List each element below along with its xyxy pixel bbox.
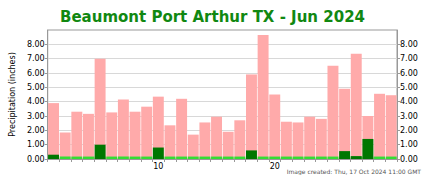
- svg-text:0.00: 0.00: [27, 155, 45, 164]
- svg-text:3.00: 3.00: [400, 112, 418, 121]
- svg-text:5.00: 5.00: [27, 83, 45, 92]
- svg-text:10: 10: [153, 162, 163, 171]
- svg-text:1.00: 1.00: [27, 140, 45, 149]
- svg-text:7.00: 7.00: [27, 54, 45, 63]
- svg-text:4.00: 4.00: [27, 97, 45, 106]
- svg-text:6.00: 6.00: [400, 69, 418, 78]
- svg-text:Beaumont Port Arthur TX - Jun: Beaumont Port Arthur TX - Jun 2024: [60, 8, 365, 26]
- svg-text:8.00: 8.00: [27, 40, 45, 49]
- svg-text:6.00: 6.00: [27, 69, 45, 78]
- svg-text:8.00: 8.00: [400, 40, 418, 49]
- svg-text:Precipitation (inches): Precipitation (inches): [8, 52, 17, 137]
- svg-text:3.00: 3.00: [27, 112, 45, 121]
- svg-text:Image created: Thu, 17 Oct 202: Image created: Thu, 17 Oct 2024 11:00 GM…: [287, 168, 422, 175]
- svg-text:7.00: 7.00: [400, 54, 418, 63]
- svg-text:20: 20: [270, 162, 280, 171]
- svg-text:2.00: 2.00: [400, 126, 418, 135]
- svg-text:5.00: 5.00: [400, 83, 418, 92]
- svg-text:4.00: 4.00: [400, 97, 418, 106]
- svg-text:1.00: 1.00: [400, 140, 418, 149]
- svg-text:0.00: 0.00: [400, 155, 418, 164]
- svg-text:2.00: 2.00: [27, 126, 45, 135]
